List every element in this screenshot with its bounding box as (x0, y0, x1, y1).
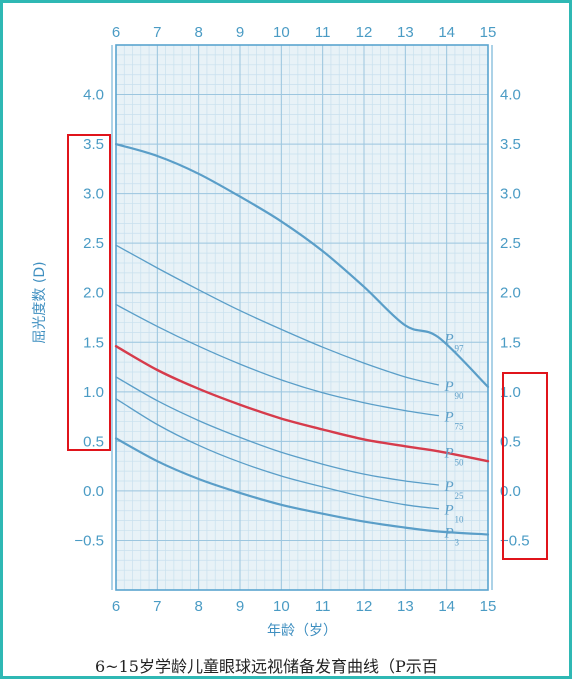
y-tick-label-left: 4.0 (83, 87, 104, 104)
y-axis-title: 屈光度数 (D) (32, 261, 48, 343)
y-tick-label-left: 3.0 (83, 186, 104, 203)
y-tick-label-right: 3.5 (500, 136, 521, 153)
x-tick-label-bottom: 9 (236, 598, 244, 615)
x-tick-label-top: 6 (112, 24, 120, 41)
y-tick-label-right: 1.5 (500, 334, 521, 351)
curve-label-p10: P (443, 503, 453, 519)
curve-p3 (114, 437, 490, 536)
curve-label-p75: P (443, 410, 453, 426)
x-tick-label-top: 14 (438, 24, 455, 41)
x-tick-label-bottom: 11 (315, 598, 331, 615)
y-tick-label-left: −0.5 (74, 532, 104, 549)
curve-label-p90: P (443, 379, 453, 395)
x-tick-label-top: 13 (397, 24, 414, 41)
left-axis-highlight-box (67, 134, 111, 452)
y-tick-label-right: 0.0 (500, 483, 521, 500)
curve-label-p50: P (443, 445, 453, 461)
curve-p10 (115, 398, 440, 510)
curve-p25 (115, 376, 440, 486)
x-axis-title: 年龄（岁） (267, 623, 337, 639)
y-tick-label-left: 2.0 (83, 285, 104, 302)
curve-label-sub-p50: 50 (454, 457, 464, 467)
y-tick-label-left: 2.5 (83, 235, 104, 252)
plot-area (116, 45, 488, 590)
y-tick-label-right: 0.5 (500, 433, 521, 450)
y-tick-label-left: 3.5 (83, 136, 104, 153)
curve-label-sub-p3: 3 (454, 538, 459, 548)
growth-curve-chart: 6 6 7 7 8 8 9 9 10 10 11 11 12 12 13 13 14 14 15 15 4.0 4.0 3.… (32, 24, 530, 639)
curve-p90 (115, 244, 440, 386)
y-tick-label-right: 4.0 (500, 87, 521, 104)
y-tick-label-left: 1.5 (83, 334, 104, 351)
x-tick-label-bottom: 8 (194, 598, 202, 615)
y-tick-label-right: 2.5 (500, 235, 521, 252)
y-tick-label-right: 2.0 (500, 285, 521, 302)
x-tick-label-bottom: 14 (438, 598, 455, 615)
x-tick-label-top: 12 (356, 24, 373, 41)
y-tick-label-left: 0.0 (83, 483, 104, 500)
x-tick-label-top: 7 (153, 24, 161, 41)
x-tick-label-top: 8 (194, 24, 202, 41)
curve-label-p97: P (443, 331, 453, 347)
curve-label-sub-p10: 10 (454, 515, 464, 525)
y-tick-label-right: 3.0 (500, 186, 521, 203)
y-tick-label-right: 1.0 (500, 384, 521, 401)
x-tick-label-bottom: 13 (397, 598, 414, 615)
curve-label-sub-p90: 90 (454, 391, 464, 401)
x-tick-label-bottom: 7 (153, 598, 161, 615)
curve-label-sub-p75: 75 (454, 422, 464, 432)
curve-label-p3: P (443, 526, 453, 542)
x-tick-label-top: 15 (480, 24, 497, 41)
x-tick-label-bottom: 15 (480, 598, 497, 615)
y-tick-label-right: −0.5 (500, 532, 530, 549)
curve-label-p25: P (443, 479, 453, 495)
curve-label-sub-p97: 97 (454, 343, 464, 353)
x-tick-label-bottom: 10 (273, 598, 290, 615)
y-tick-label-left: 1.0 (83, 384, 104, 401)
right-axis-highlight-box (502, 372, 548, 561)
curve-p50 (114, 345, 490, 463)
x-tick-label-bottom: 6 (112, 598, 120, 615)
curve-label-sub-p25: 25 (454, 491, 464, 501)
curve-p75 (115, 303, 440, 417)
x-tick-label-top: 9 (236, 24, 244, 41)
x-tick-label-bottom: 12 (356, 598, 373, 615)
figure-caption: 6~15岁学龄儿童眼球远视储备发育曲线（P示百 (95, 657, 438, 676)
x-tick-label-top: 10 (273, 24, 290, 41)
plot-border (115, 44, 489, 591)
curve-p97 (114, 143, 490, 388)
y-tick-label-left: 0.5 (83, 433, 104, 450)
x-tick-label-top: 11 (315, 24, 331, 41)
